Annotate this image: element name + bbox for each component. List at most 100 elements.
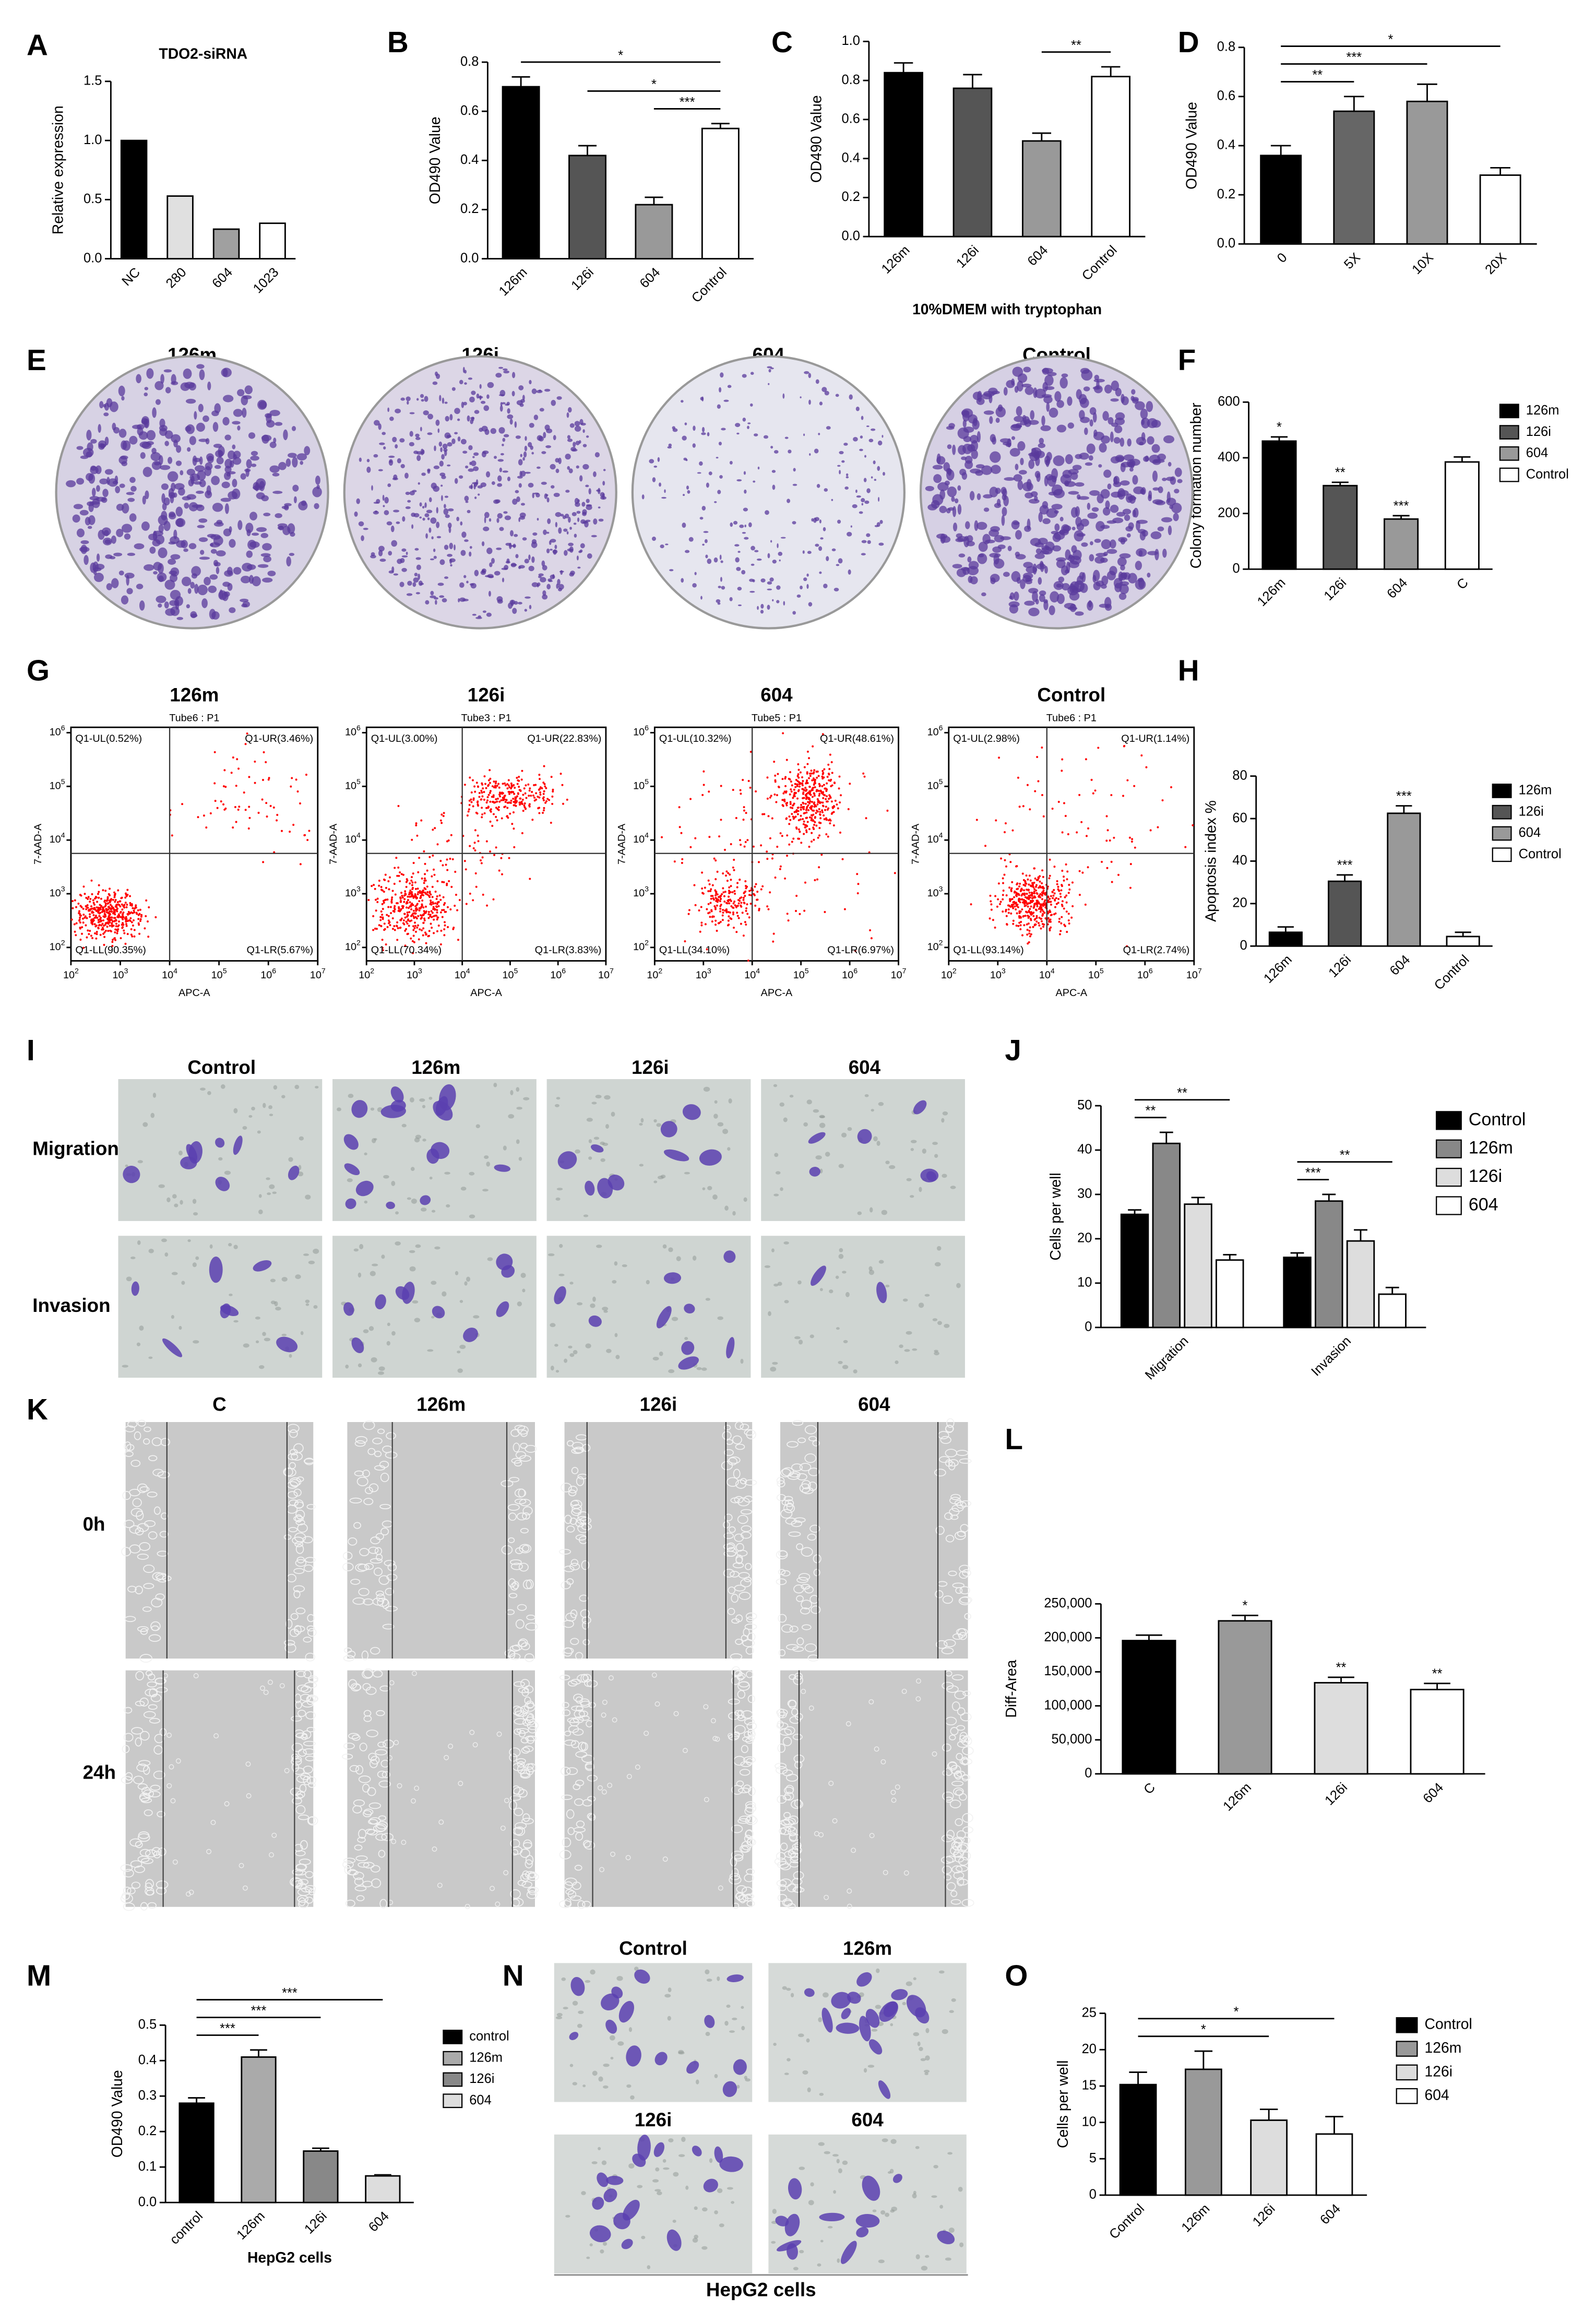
event-dot [1018, 915, 1020, 917]
pore [308, 1260, 315, 1264]
event-dot [828, 797, 830, 800]
pore [299, 1136, 304, 1141]
event-dot [826, 776, 829, 778]
bar [1323, 484, 1358, 570]
event-dot [740, 792, 742, 795]
event-dot [299, 802, 301, 804]
event-dot [1061, 916, 1063, 918]
colony [87, 442, 93, 452]
event-dot [744, 841, 747, 843]
colony [823, 527, 826, 531]
colony [427, 432, 433, 435]
event-dot [709, 902, 712, 904]
colony [115, 486, 121, 493]
event-dot [1018, 806, 1021, 808]
event-dot [396, 902, 398, 905]
event-dot [477, 800, 479, 803]
y-tick-label: 200,000 [1044, 1630, 1092, 1644]
event-dot [230, 772, 233, 774]
colony [416, 455, 421, 461]
bar [1444, 461, 1480, 570]
colony [700, 397, 704, 400]
colony [251, 463, 257, 467]
legend-swatch [1499, 425, 1519, 440]
event-dot [414, 916, 417, 918]
event-dot [399, 871, 401, 874]
event-dot [116, 910, 118, 913]
event-dot [129, 917, 132, 919]
colony [488, 590, 491, 597]
event-dot [432, 902, 435, 905]
event-dot [112, 925, 115, 927]
event-dot [1043, 887, 1045, 890]
colony [87, 526, 92, 529]
colony [88, 515, 96, 525]
colony [475, 617, 482, 619]
colony [1020, 579, 1026, 589]
event-dot [782, 792, 785, 795]
event-dot [489, 790, 492, 792]
tick-exponent: 4 [645, 831, 649, 839]
colony [354, 511, 358, 517]
colony [838, 558, 843, 564]
colony [520, 470, 526, 477]
colony [180, 382, 190, 391]
colony [948, 423, 955, 429]
event-dot [1092, 792, 1094, 795]
pore [703, 1086, 710, 1092]
event-dot [269, 804, 272, 807]
colony [531, 582, 539, 587]
pore [466, 1276, 471, 1282]
event-dot [796, 813, 799, 815]
legend-label: Control [1469, 1109, 1526, 1129]
event-dot [447, 926, 449, 928]
event-dot [441, 881, 444, 883]
panel-letter: K [27, 1393, 48, 1426]
event-dot [829, 779, 832, 782]
colony [358, 521, 364, 527]
pore [391, 1180, 396, 1186]
colony [754, 433, 758, 437]
pore [780, 1187, 783, 1191]
colony [433, 555, 437, 559]
colony [683, 494, 685, 496]
colony [1069, 583, 1075, 593]
x-tick-label: 102 [647, 966, 662, 981]
colony [976, 522, 987, 530]
event-dot [408, 893, 410, 896]
event-dot [109, 925, 111, 927]
colony [706, 482, 709, 488]
event-dot [825, 798, 827, 800]
event-dot [1110, 794, 1113, 797]
colony [188, 543, 197, 550]
event-dot [407, 895, 409, 898]
pore [122, 1365, 128, 1368]
flow-frame [653, 726, 899, 962]
colony [419, 516, 422, 519]
colony [1020, 458, 1024, 466]
event-dot [1059, 893, 1062, 895]
error-bar [1424, 1683, 1450, 1690]
event-dot [739, 789, 742, 791]
colony [232, 488, 241, 500]
colony [931, 500, 940, 509]
event-dot [1016, 882, 1019, 885]
event-dot [1052, 897, 1054, 899]
colony [1054, 510, 1059, 514]
event-dot [70, 918, 73, 921]
bar [1446, 936, 1480, 947]
event-dot [766, 776, 769, 779]
event-dot [808, 792, 811, 795]
colony [718, 586, 721, 588]
colony [768, 383, 770, 385]
event-dot [411, 876, 413, 879]
colony [1039, 594, 1045, 602]
colony [1107, 417, 1114, 425]
colony [285, 458, 291, 467]
tick-base: 10 [793, 969, 805, 981]
colony [743, 471, 746, 475]
bar [1260, 155, 1302, 245]
event-dot [521, 769, 523, 772]
tick-exponent: 5 [939, 777, 943, 786]
colony [520, 399, 525, 403]
